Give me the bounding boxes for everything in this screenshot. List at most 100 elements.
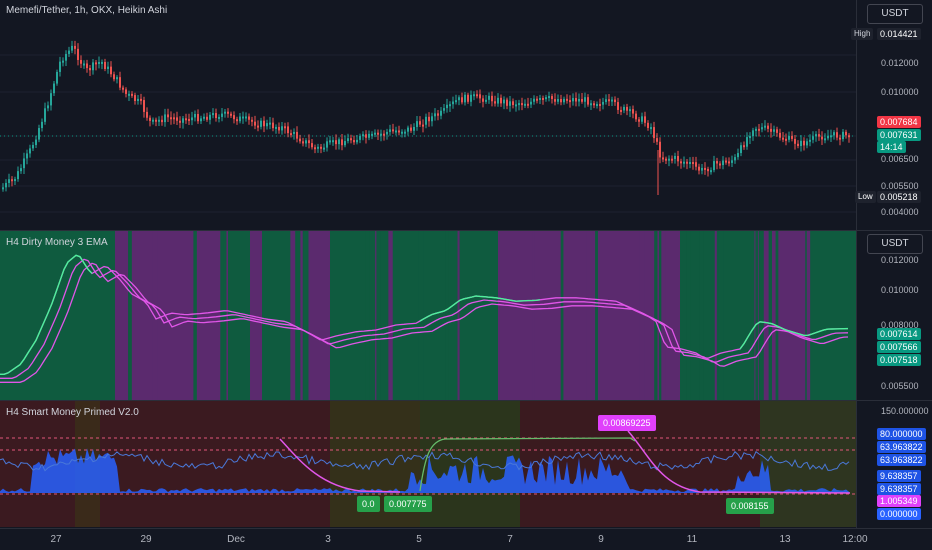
value-tag: 9.638357 [877,483,921,495]
last-price-red: 0.007684 [877,116,921,128]
candle-body [581,99,583,102]
candle-body [365,134,367,138]
candle-body [401,132,403,134]
candle-body [194,114,196,117]
candle-body [317,147,319,149]
candle-body [626,107,628,111]
candle-body [773,129,775,131]
candle-body [467,95,469,102]
candle-body [11,179,13,181]
candle-body [698,167,700,171]
candle-body [389,129,391,132]
candle-body [755,129,757,131]
ema-value: 0.007566 [877,341,921,353]
candle-body [725,161,727,163]
price-chart-pane[interactable]: Memefi/Tether, 1h, OKX, Heikin Ashi [0,0,856,230]
price-axis[interactable]: USDT High 0.014421 0.012000 0.010000 0.0… [856,0,932,230]
candle-body [32,145,34,148]
candle-body [74,46,76,49]
candle-body [494,101,496,103]
candle-body [257,126,259,128]
trend-band [810,231,856,400]
candle-body [290,133,292,135]
dirty-money-pane[interactable]: H4 Dirty Money 3 EMA [0,231,856,400]
candle-body [692,162,694,164]
candle-body [62,61,64,63]
trend-band-stripe [755,231,758,400]
candle-body [503,100,505,104]
candle-body [20,168,22,171]
candle-body [161,120,163,122]
trend-band-stripe [504,231,509,400]
candle-body [278,127,280,130]
candle-body [722,161,724,165]
candle-body [146,112,148,118]
candle-body [431,116,433,121]
candle-body [248,116,250,119]
price-tick: 0.010000 [881,285,919,295]
candle-body [77,49,79,60]
candle-body [413,127,415,131]
candle-body [476,94,478,96]
candle-body [671,159,673,161]
candle-body [680,161,682,163]
candle-body [674,156,676,159]
candle-body [209,115,211,120]
candle-body [815,134,817,136]
time-label: 5 [416,534,422,545]
candle-body [479,94,481,98]
candle-body [56,72,58,84]
currency-button[interactable]: USDT [867,4,923,24]
candle-body [614,100,616,103]
candle-body [779,133,781,138]
candle-body [647,123,649,128]
price-tick: 0.012000 [881,255,919,265]
candle-body [92,62,94,70]
candle-body [839,138,841,140]
price-chart-canvas[interactable] [0,0,856,230]
candle-body [701,168,703,171]
price-tick: 0.004000 [881,207,919,217]
candle-body [110,67,112,75]
candle-body [185,118,187,120]
dirty-money-canvas[interactable] [0,231,856,400]
trend-band-stripe [388,231,392,400]
time-label: 29 [140,534,151,545]
time-axis[interactable]: 27 29 Dec 3 5 7 9 11 13 12:00 [0,528,932,550]
trend-band-stripe [700,231,704,400]
candle-body [638,119,640,121]
candle-body [206,117,208,120]
indicator-title: H4 Smart Money Primed V2.0 [6,407,139,418]
candle-body [107,67,109,69]
currency-button[interactable]: USDT [867,234,923,254]
smart-money-axis[interactable]: 150.000000 80.000000 63.963822 63.963822… [856,401,932,528]
candle-body [848,135,850,137]
candle-body [659,142,661,158]
candle-body [596,104,598,106]
trend-band-stripe [446,231,448,400]
candle-body [266,123,268,126]
candle-body [212,113,214,115]
smart-money-pane[interactable]: H4 Smart Money Primed V2.0 0.00869225 0.… [0,401,856,527]
candle-body [845,132,847,135]
candle-body [803,141,805,146]
candle-body [794,139,796,144]
candle-body [287,126,289,133]
candle-body [41,122,43,128]
trend-band-stripe [304,231,309,400]
candle-body [98,62,100,64]
candle-body [386,132,388,135]
candle-body [254,122,256,126]
candle-body [569,100,571,102]
candle-body [743,145,745,147]
trend-band-stripe [640,231,644,400]
candle-body [410,128,412,131]
dirty-money-axis[interactable]: USDT 0.012000 0.010000 0.008000 0.007614… [856,231,932,400]
candle-body [272,123,274,128]
candle-body [488,96,490,100]
candle-body [311,143,313,147]
trend-band-stripe [654,231,657,400]
candle-body [86,64,88,69]
candle-body [509,101,511,105]
candle-body [356,140,358,142]
